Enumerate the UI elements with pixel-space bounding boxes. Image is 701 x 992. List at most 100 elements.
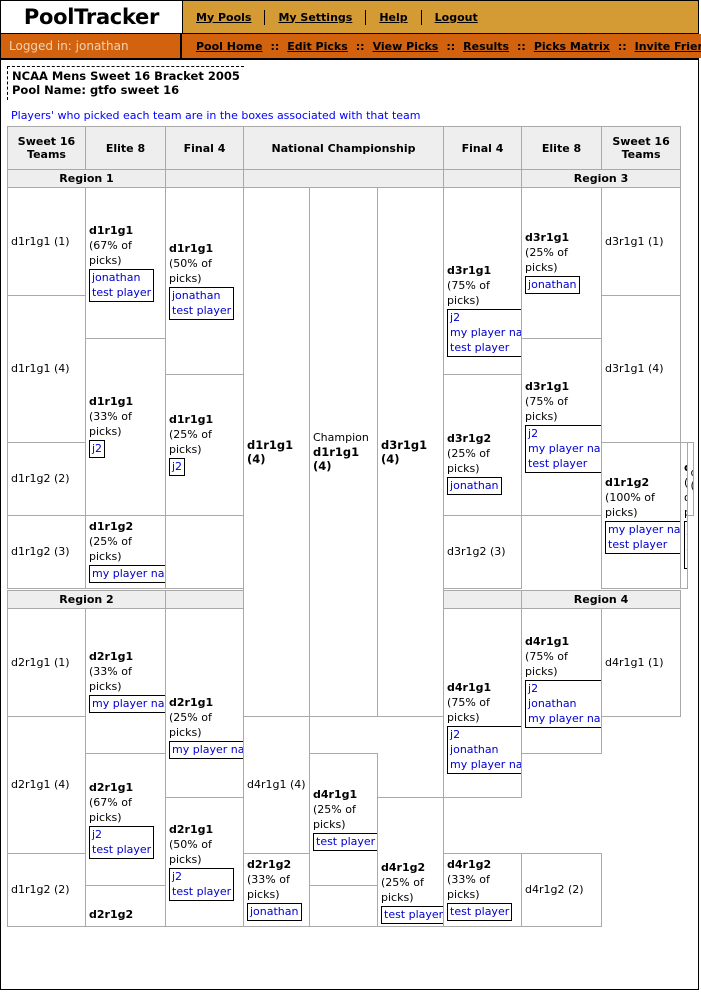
elite8-right-cell-3: d3r1g2 (100% of picks) j2 jonathan test … [679,441,688,589]
pick-percent: (33% of picks) [89,410,132,439]
player-list[interactable]: my player name test player [605,521,681,555]
player-name[interactable]: my player name [528,711,601,725]
player-list[interactable]: jonathan [447,477,502,496]
player-list[interactable]: j2 jonathan my player name [525,679,601,728]
elite8-right-cell-2: d3r1g1 (75% of picks) j2 my player name … [521,337,603,516]
player-name[interactable]: test player [172,884,232,898]
pick-percent: (50% of picks) [169,837,212,866]
game-name: d4r1g1 [447,680,492,694]
player-list[interactable]: jonathan test player [89,268,155,302]
player-name[interactable]: j2 [92,442,103,456]
elite8-left-cell-2: d1r1g1 (33% of picks) j2 [85,337,166,516]
player-name[interactable]: test player [316,835,376,849]
player-name[interactable]: my player name [450,757,522,771]
main-content: NCAA Mens Sweet 16 Bracket 2005 Pool Nam… [1,60,698,989]
game-name: d3r1g2 [447,432,492,446]
player-name[interactable]: my player name [92,567,165,581]
player-name[interactable]: jonathan [450,479,499,493]
team-r1-1: d1r1g1 (1) [7,187,86,296]
player-name[interactable]: jonathan [172,289,221,302]
player-name[interactable]: my player name [172,742,244,756]
player-name[interactable]: test player [92,842,152,856]
player-list[interactable]: j2 jonathan my player name [447,725,522,774]
game-name: d3r1g1 [447,263,492,277]
player-list[interactable]: j2 test player [169,867,235,901]
elite8-left-cell-4: d2r1g1 (33% of picks) my player name [85,607,166,755]
header-national-championship: National Championship [242,126,445,170]
player-list[interactable]: j2 test player [89,825,155,859]
elite8-right-cell-6: d4r1g2 (33% of picks) test player [443,852,523,927]
player-list[interactable]: test player [447,903,513,921]
player-list[interactable]: test player [313,833,377,852]
pick-percent: (25% of picks) [381,876,424,905]
nav-my-settings[interactable]: My Settings [278,10,353,24]
player-name[interactable]: test player [384,908,444,922]
player-list[interactable]: jonathan test player [169,287,235,320]
nav-help[interactable]: Help [379,10,408,24]
player-name[interactable]: test player [450,340,510,354]
game-name: d4r1g1 [525,634,570,648]
player-list[interactable]: j2 jonathan test player [684,521,686,570]
nav-edit-picks[interactable]: Edit Picks [287,39,348,53]
player-name[interactable]: my player name [528,442,601,456]
player-name[interactable]: j2 [528,427,539,441]
player-name[interactable]: test player [608,538,668,552]
nav-view-picks[interactable]: View Picks [372,39,439,53]
nav-dot-separator: :: [517,39,526,53]
final4-left-cell-3: d1r1g2 (25% of picks) my player name [85,514,166,589]
game-name: d1r1g1 [89,223,134,237]
team-r4-1: d4r1g1 (1) [601,607,682,717]
nav-picks-matrix[interactable]: Picks Matrix [533,39,610,53]
game-name: d1r1g2 [89,520,134,534]
player-name[interactable]: jonathan [528,278,577,292]
player-name[interactable]: jonathan [250,905,299,918]
picks-matrix-bracket: Sweet 16 Teams Elite 8 Final 4 National … [7,126,695,927]
player-list[interactable]: j2 [169,458,186,477]
nav-invite-friends[interactable]: Invite Friends [634,39,701,53]
player-name[interactable]: j2 [172,460,183,474]
player-name[interactable]: j2 [92,827,103,841]
pick-percent: (33% of picks) [247,873,290,901]
player-list[interactable]: j2 my player name test player [447,308,522,357]
nav-logout[interactable]: Logout [434,10,478,24]
player-list[interactable]: my player name [89,694,165,713]
player-list[interactable]: my player name [169,740,244,759]
team-r2-2: d1r1g2 (2) [7,852,86,927]
player-list[interactable]: jonathan [525,276,580,295]
game-name: d3r1g1 [525,231,570,245]
player-name[interactable]: j2 [528,681,539,695]
player-list[interactable]: my player name [89,565,165,584]
player-name[interactable]: j2 [172,869,183,883]
player-name[interactable]: my player name [92,696,165,710]
player-list[interactable]: j2 [89,440,106,459]
player-name[interactable]: my player name [450,325,522,339]
player-name[interactable]: jonathan [528,696,577,710]
nav-my-pools[interactable]: My Pools [196,10,252,24]
player-list[interactable]: test player [381,906,444,925]
spacer-final4-right-b [443,589,523,609]
player-name[interactable]: my player name [608,523,681,537]
nav-results[interactable]: Results [463,39,510,53]
region-2-label: Region 2 [7,589,166,609]
game-name: d2r1g2 [89,907,134,921]
game-name: d1r1g2 [605,476,650,490]
team-r3-3: d3r1g2 (3) [443,514,523,589]
player-name[interactable]: jonathan [92,270,141,284]
nav-divider [420,9,422,25]
player-list[interactable]: j2 my player name test player [525,425,601,474]
game-name: d1r1g1 [169,413,214,427]
pick-percent: (67% of picks) [89,238,132,267]
nav-pool-home[interactable]: Pool Home [196,39,263,53]
player-name[interactable]: jonathan [450,742,499,756]
player-name[interactable]: test player [450,905,510,918]
spacer-final4-right [443,169,523,188]
player-name[interactable]: j2 [450,727,461,741]
player-name[interactable]: test player [92,285,152,299]
spacer [381,799,440,861]
player-list[interactable]: jonathan [247,903,302,921]
player-name[interactable]: test player [172,304,232,317]
player-name[interactable]: test player [528,457,588,471]
header-final4-left: Final 4 [165,126,244,170]
header-elite8-left: Elite 8 [85,126,166,170]
player-name[interactable]: j2 [450,310,461,324]
